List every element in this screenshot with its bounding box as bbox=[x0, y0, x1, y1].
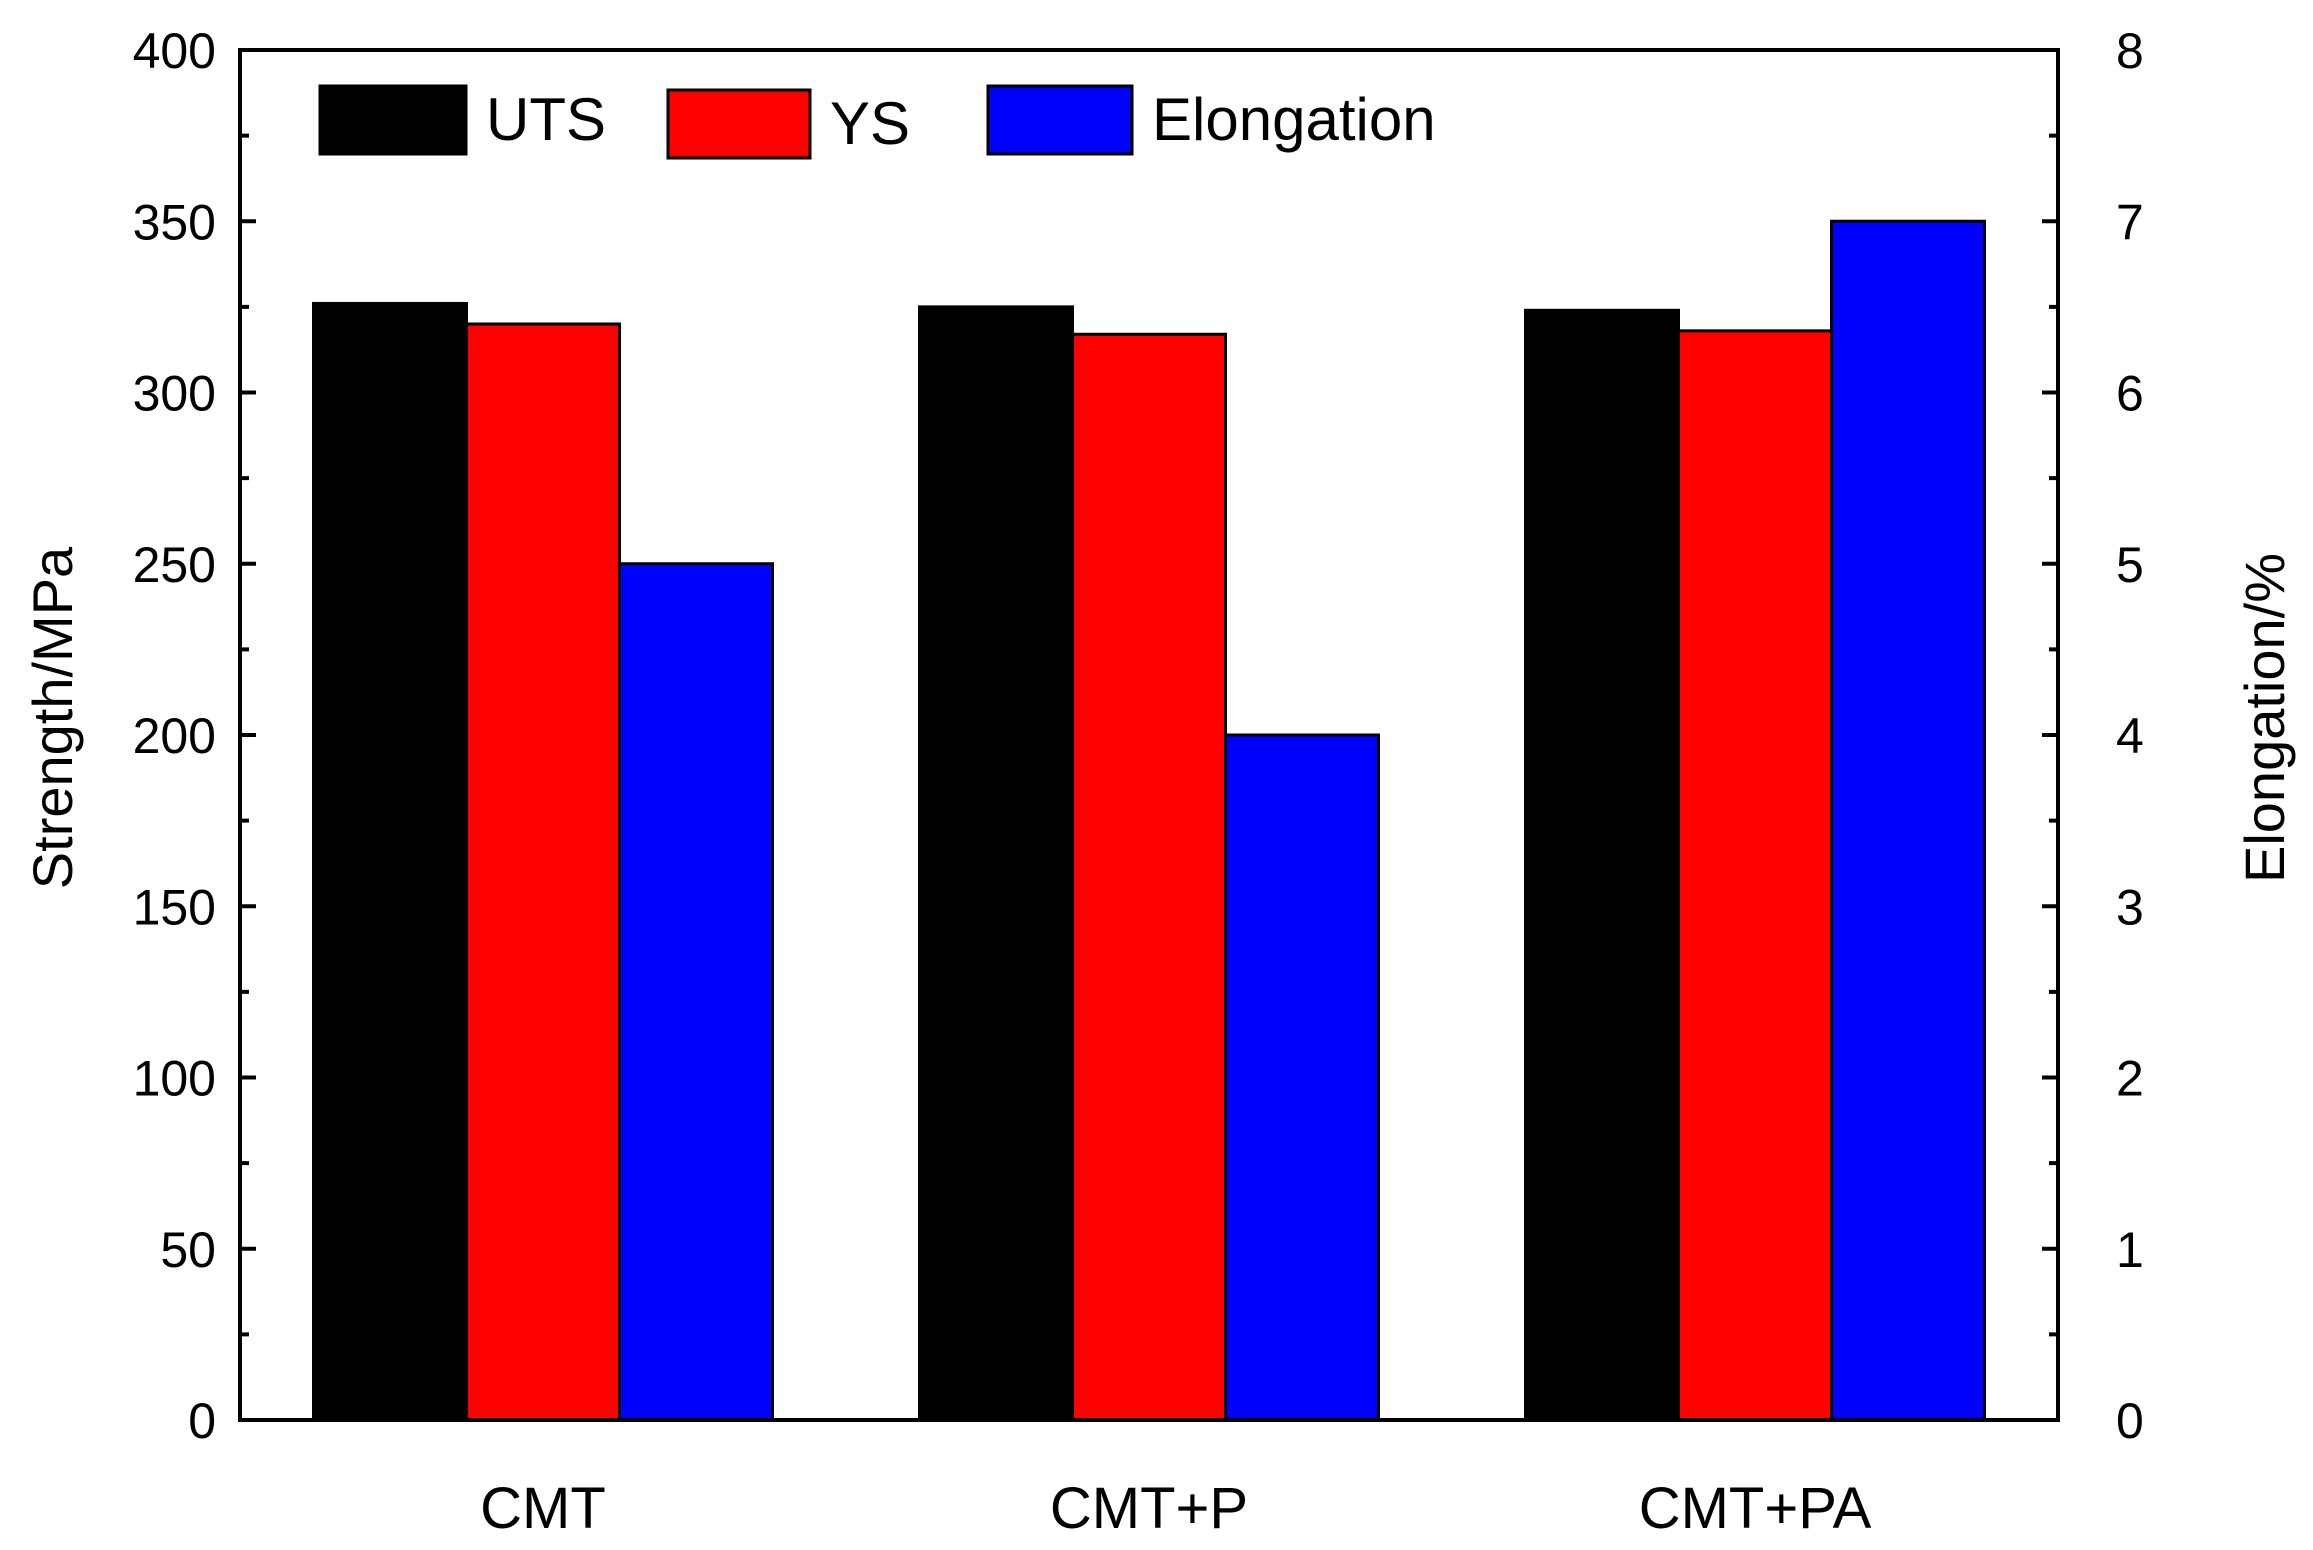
y-right-tick-label: 7 bbox=[2116, 194, 2144, 250]
ticks-layer bbox=[240, 48, 2058, 1422]
y-axis-right-title: Elongation/% bbox=[2233, 553, 2296, 883]
y-right-tick-label: 6 bbox=[2116, 366, 2144, 422]
y-right-tick-label: 2 bbox=[2116, 1051, 2144, 1107]
y-right-tick-label: 5 bbox=[2116, 537, 2144, 593]
bar-uts-cmt bbox=[312, 301, 468, 1422]
bar-ys-cmt-p bbox=[1071, 332, 1227, 1422]
bars-layer bbox=[312, 219, 1986, 1422]
legend-label-elongation: Elongation bbox=[1152, 86, 1436, 153]
y-right-tick-label: 4 bbox=[2116, 708, 2144, 764]
y-left-tick-label: 300 bbox=[133, 366, 216, 422]
x-tick-label: CMT+P bbox=[1050, 1476, 1248, 1541]
bar-elongation-cmt-pa bbox=[1830, 219, 1986, 1422]
x-tick-label: CMT bbox=[480, 1476, 606, 1541]
y-left-tick-label: 250 bbox=[133, 537, 216, 593]
legend-swatch-elongation bbox=[986, 84, 1134, 156]
y-left-tick-label: 100 bbox=[133, 1051, 216, 1107]
x-tick-label: CMT+PA bbox=[1639, 1476, 1872, 1541]
y-right-tick-label: 8 bbox=[2116, 23, 2144, 79]
y-left-tick-label: 50 bbox=[160, 1222, 216, 1278]
legend-label-uts: UTS bbox=[486, 86, 606, 153]
bar-ys-cmt-pa bbox=[1677, 329, 1833, 1422]
y-left-tick-label: 200 bbox=[133, 708, 216, 764]
bar-elongation-cmt-p bbox=[1224, 733, 1380, 1422]
legend: UTS YS Elongation bbox=[318, 84, 1436, 160]
bar-ys-cmt bbox=[465, 322, 621, 1422]
bar-uts-cmt-p bbox=[918, 305, 1074, 1422]
y-right-tick-label: 1 bbox=[2116, 1222, 2144, 1278]
legend-swatch-uts bbox=[318, 84, 468, 156]
bar-elongation-cmt bbox=[618, 562, 774, 1422]
y-left-tick-label: 350 bbox=[133, 194, 216, 250]
y-left-tick-label: 0 bbox=[188, 1393, 216, 1449]
legend-label-ys: YS bbox=[830, 90, 910, 157]
y-left-tick-label: 150 bbox=[133, 879, 216, 935]
y-axis-left-title: Strength/MPa bbox=[21, 546, 84, 889]
y-left-tick-label: 400 bbox=[133, 23, 216, 79]
labels-layer: CMT CMT+P CMT+PA 0 50 100 150 200 250 300 350 400 0 1… bbox=[133, 23, 2144, 1541]
y-right-tick-label: 0 bbox=[2116, 1393, 2144, 1449]
bar-uts-cmt-pa bbox=[1524, 308, 1680, 1422]
y-right-tick-label: 3 bbox=[2116, 879, 2144, 935]
legend-swatch-ys bbox=[666, 88, 812, 160]
